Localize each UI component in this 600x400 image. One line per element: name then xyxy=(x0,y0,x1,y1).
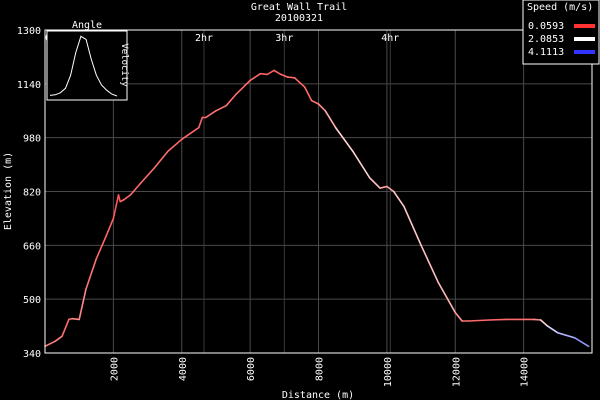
x-tick-label: 2000 xyxy=(109,357,120,381)
x-tick-label: 14000 xyxy=(520,357,531,387)
series-segment xyxy=(266,69,275,76)
series-segment xyxy=(280,73,289,78)
inset-ylabel: Velocity xyxy=(119,43,129,87)
series-segment xyxy=(351,150,371,179)
series-segment xyxy=(468,319,491,322)
series-segment xyxy=(153,150,169,169)
time-tick-label: 2hr xyxy=(195,33,213,44)
series-segment xyxy=(317,103,327,112)
y-tick-label: 1300 xyxy=(17,26,41,37)
y-tick-label: 980 xyxy=(23,134,41,145)
series-segment xyxy=(403,205,422,247)
x-tick-label: 6000 xyxy=(246,357,257,381)
series-segment xyxy=(95,234,108,260)
series-segment xyxy=(437,281,457,314)
series-segment xyxy=(112,194,120,220)
elevation-series xyxy=(44,69,590,348)
plot-frame xyxy=(44,29,593,354)
time-tick-label: 3hr xyxy=(275,33,293,44)
series-segment xyxy=(488,318,508,321)
series-segment xyxy=(225,93,238,107)
series-segment xyxy=(71,317,80,321)
y-tick-label: 660 xyxy=(23,241,41,252)
series-segment xyxy=(61,318,70,338)
x-tick-label: 4000 xyxy=(178,357,189,381)
series-segment xyxy=(286,76,296,79)
series-segment xyxy=(249,72,262,82)
series-segment xyxy=(78,288,87,321)
time-tick-label: 4hr xyxy=(381,33,399,44)
series-segment xyxy=(539,319,549,327)
series-segment xyxy=(181,126,200,141)
legend-swatch xyxy=(574,50,595,54)
series-segment xyxy=(293,77,306,88)
chart-subtitle: 20100321 xyxy=(275,13,323,24)
y-tick-label: 340 xyxy=(23,349,41,360)
y-axis-label: Elevation (m) xyxy=(3,152,14,230)
series-segment xyxy=(324,110,337,129)
legend-entry-label: 2.0853 xyxy=(528,34,564,45)
legend-entry-label: 4.1113 xyxy=(528,47,564,58)
legend: Speed (m/s) 0.0593 2.0853 4.1113 xyxy=(522,0,600,65)
series-segment xyxy=(420,244,440,284)
series-segment xyxy=(85,257,98,290)
series-segment xyxy=(54,335,63,343)
series-segment xyxy=(273,69,282,76)
series-segment xyxy=(122,194,132,201)
inset-xlabel: Angle xyxy=(72,20,102,31)
series-segment xyxy=(129,182,142,196)
y-tick-label: 820 xyxy=(23,188,41,199)
x-axis-label: Distance (m) xyxy=(282,390,354,400)
series-segment xyxy=(139,167,156,184)
series-segment xyxy=(392,190,405,208)
x-tick-label: 12000 xyxy=(451,357,462,387)
y-tick-label: 500 xyxy=(23,295,41,306)
series-segment xyxy=(204,110,217,119)
series-segment xyxy=(533,318,542,321)
series-segment xyxy=(454,311,463,322)
series-segment xyxy=(117,194,121,203)
inset-curve xyxy=(49,35,118,97)
series-segment xyxy=(167,138,183,152)
y-axis: 340 500 660 820 980 1140 1300 xyxy=(17,26,41,360)
series-segment xyxy=(44,340,57,348)
series-segment xyxy=(334,126,354,152)
legend-entry-label: 0.0593 xyxy=(528,21,564,32)
series-segment xyxy=(574,337,590,348)
legend-swatch xyxy=(574,24,595,28)
chart-title: Great Wall Trail xyxy=(251,2,347,13)
x-tick-label: 10000 xyxy=(383,357,394,387)
series-segment xyxy=(310,99,320,105)
series-segment xyxy=(386,185,395,193)
series-segment xyxy=(259,72,269,76)
x-axis: 2000 4000 6000 8000 10000 12000 14000 xyxy=(109,357,530,387)
series-segment xyxy=(556,331,576,339)
series-segment xyxy=(368,177,381,189)
series-segment xyxy=(105,217,115,236)
legend-title: Speed (m/s) xyxy=(527,2,593,13)
legend-swatch xyxy=(574,37,595,41)
inset-plot: Angle Velocity xyxy=(46,20,129,101)
series-segment xyxy=(215,104,227,112)
y-tick-label: 1140 xyxy=(17,80,41,91)
series-segment xyxy=(198,116,204,129)
series-segment xyxy=(546,325,559,334)
series-segment xyxy=(303,86,313,102)
series-segment xyxy=(235,79,251,95)
series-segment xyxy=(379,185,388,189)
x-tick-label: 8000 xyxy=(315,357,326,381)
legend-entries: 0.0593 2.0853 4.1113 xyxy=(528,21,595,58)
